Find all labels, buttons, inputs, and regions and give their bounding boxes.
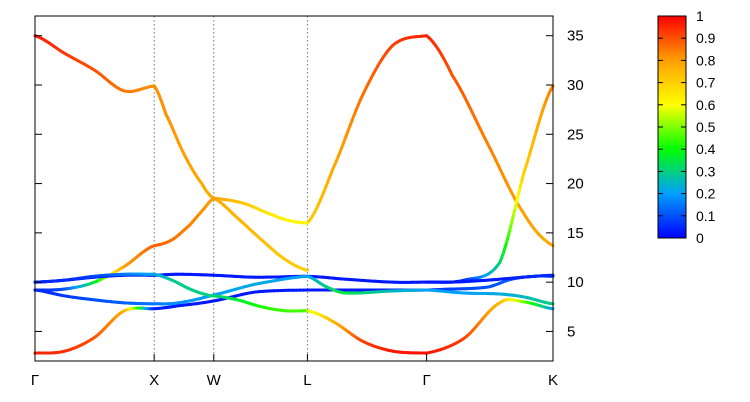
- high-symmetry-lines: [153, 16, 308, 361]
- band-segment-20: [425, 288, 555, 306]
- band-segment-16: [450, 273, 555, 284]
- band-segment-11: [212, 196, 309, 225]
- y-tick-label: 30: [567, 77, 584, 94]
- colorbar-tick-label: 0.8: [696, 52, 716, 68]
- colorbar-tick-label: 1: [696, 8, 704, 24]
- colorbar-tick-label: 0: [696, 230, 704, 246]
- band-segment-18: [152, 274, 309, 306]
- x-tick-label: Γ: [31, 372, 39, 389]
- colorbar-tick-label: 0.9: [696, 30, 716, 46]
- band-segment-15: [305, 274, 454, 284]
- y-tick-label: 35: [567, 28, 584, 45]
- x-tick-label: Γ: [422, 372, 430, 389]
- band-segment-9: [33, 244, 156, 292]
- band-segment-19: [305, 274, 429, 295]
- band-segment-3: [305, 34, 429, 225]
- band-segment-2: [212, 196, 309, 272]
- colorbar-tick-label: 0.3: [696, 163, 716, 179]
- colorbar-tick-label: 0.5: [696, 119, 716, 135]
- band-segment-23: [212, 294, 309, 313]
- band-segment-4: [425, 34, 555, 248]
- plot-frame: [34, 15, 554, 362]
- band-segment-6: [152, 288, 309, 311]
- band-segment-12: [425, 84, 555, 284]
- x-tick-label: K: [548, 372, 558, 389]
- y-tick-label: 10: [567, 274, 584, 291]
- colorbar-tick-label: 0.7: [696, 75, 716, 91]
- band-segment-22: [152, 272, 216, 298]
- colorbar-tick-label: 0.2: [696, 186, 716, 202]
- x-tick-label: W: [207, 372, 222, 389]
- y-tick-label: 15: [567, 225, 584, 242]
- band-curves: [33, 34, 555, 355]
- band-segment-17: [33, 288, 156, 306]
- band-segment-5: [33, 306, 156, 355]
- band-segment-1: [152, 84, 216, 200]
- x-tick-label: L: [303, 372, 311, 389]
- band-segment-14: [152, 272, 309, 279]
- colorbar-tick-label: 0.6: [696, 97, 716, 113]
- colorbar-tick-label: 0.1: [696, 208, 716, 224]
- y-tick-label: 5: [567, 323, 575, 340]
- colorbar-scale: 0 0.1 0.2 0.3 0.4 0.5 0.6 0.7 0.8 0.9 1: [658, 8, 716, 246]
- colorbar-tick-label: 0.4: [696, 141, 716, 157]
- y-axis: 5 10 15 20 25 30 35: [35, 28, 584, 340]
- band-segment-24: [305, 309, 429, 355]
- band-segment-25: [425, 298, 555, 355]
- x-tick-label: X: [149, 372, 159, 389]
- y-tick-label: 25: [567, 126, 584, 143]
- y-tick-label: 20: [567, 176, 584, 193]
- band-segment-0: [33, 34, 156, 94]
- band-segment-10: [152, 196, 216, 248]
